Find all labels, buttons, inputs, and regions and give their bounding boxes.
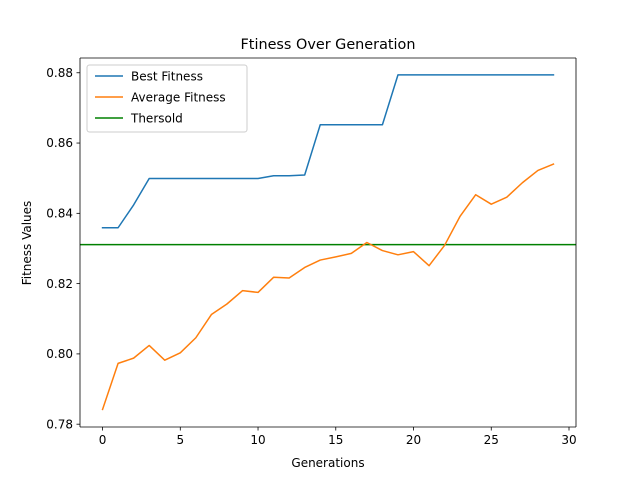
legend-label: Average Fitness bbox=[131, 90, 226, 104]
x-tick-label: 10 bbox=[250, 433, 265, 447]
x-tick-label: 0 bbox=[99, 433, 107, 447]
legend-label: Best Fitness bbox=[131, 69, 203, 83]
y-axis-label: Fitness Values bbox=[20, 201, 34, 286]
x-tick-label: 20 bbox=[406, 433, 421, 447]
y-tick-label: 0.80 bbox=[46, 347, 73, 361]
x-tick-label: 25 bbox=[484, 433, 499, 447]
legend-label: Thersold bbox=[130, 111, 183, 125]
chart-title: Ftiness Over Generation bbox=[241, 37, 416, 53]
legend-box bbox=[86, 64, 248, 133]
y-tick-label: 0.88 bbox=[46, 66, 73, 80]
series-line-best-fitness bbox=[101, 74, 555, 229]
y-tick-label: 0.86 bbox=[46, 136, 73, 150]
legend: Best Fitness Average Fitness Thersold bbox=[86, 64, 248, 133]
x-tick-label: 30 bbox=[561, 433, 576, 447]
y-tick-label: 0.82 bbox=[46, 277, 73, 291]
x-tick-label: 5 bbox=[176, 433, 184, 447]
series-line-average-fitness bbox=[101, 163, 555, 411]
y-tick-label: 0.78 bbox=[46, 417, 73, 431]
x-axis-label: Generations bbox=[291, 456, 364, 470]
y-tick-label: 0.84 bbox=[46, 207, 73, 221]
x-tick-label: 15 bbox=[328, 433, 343, 447]
